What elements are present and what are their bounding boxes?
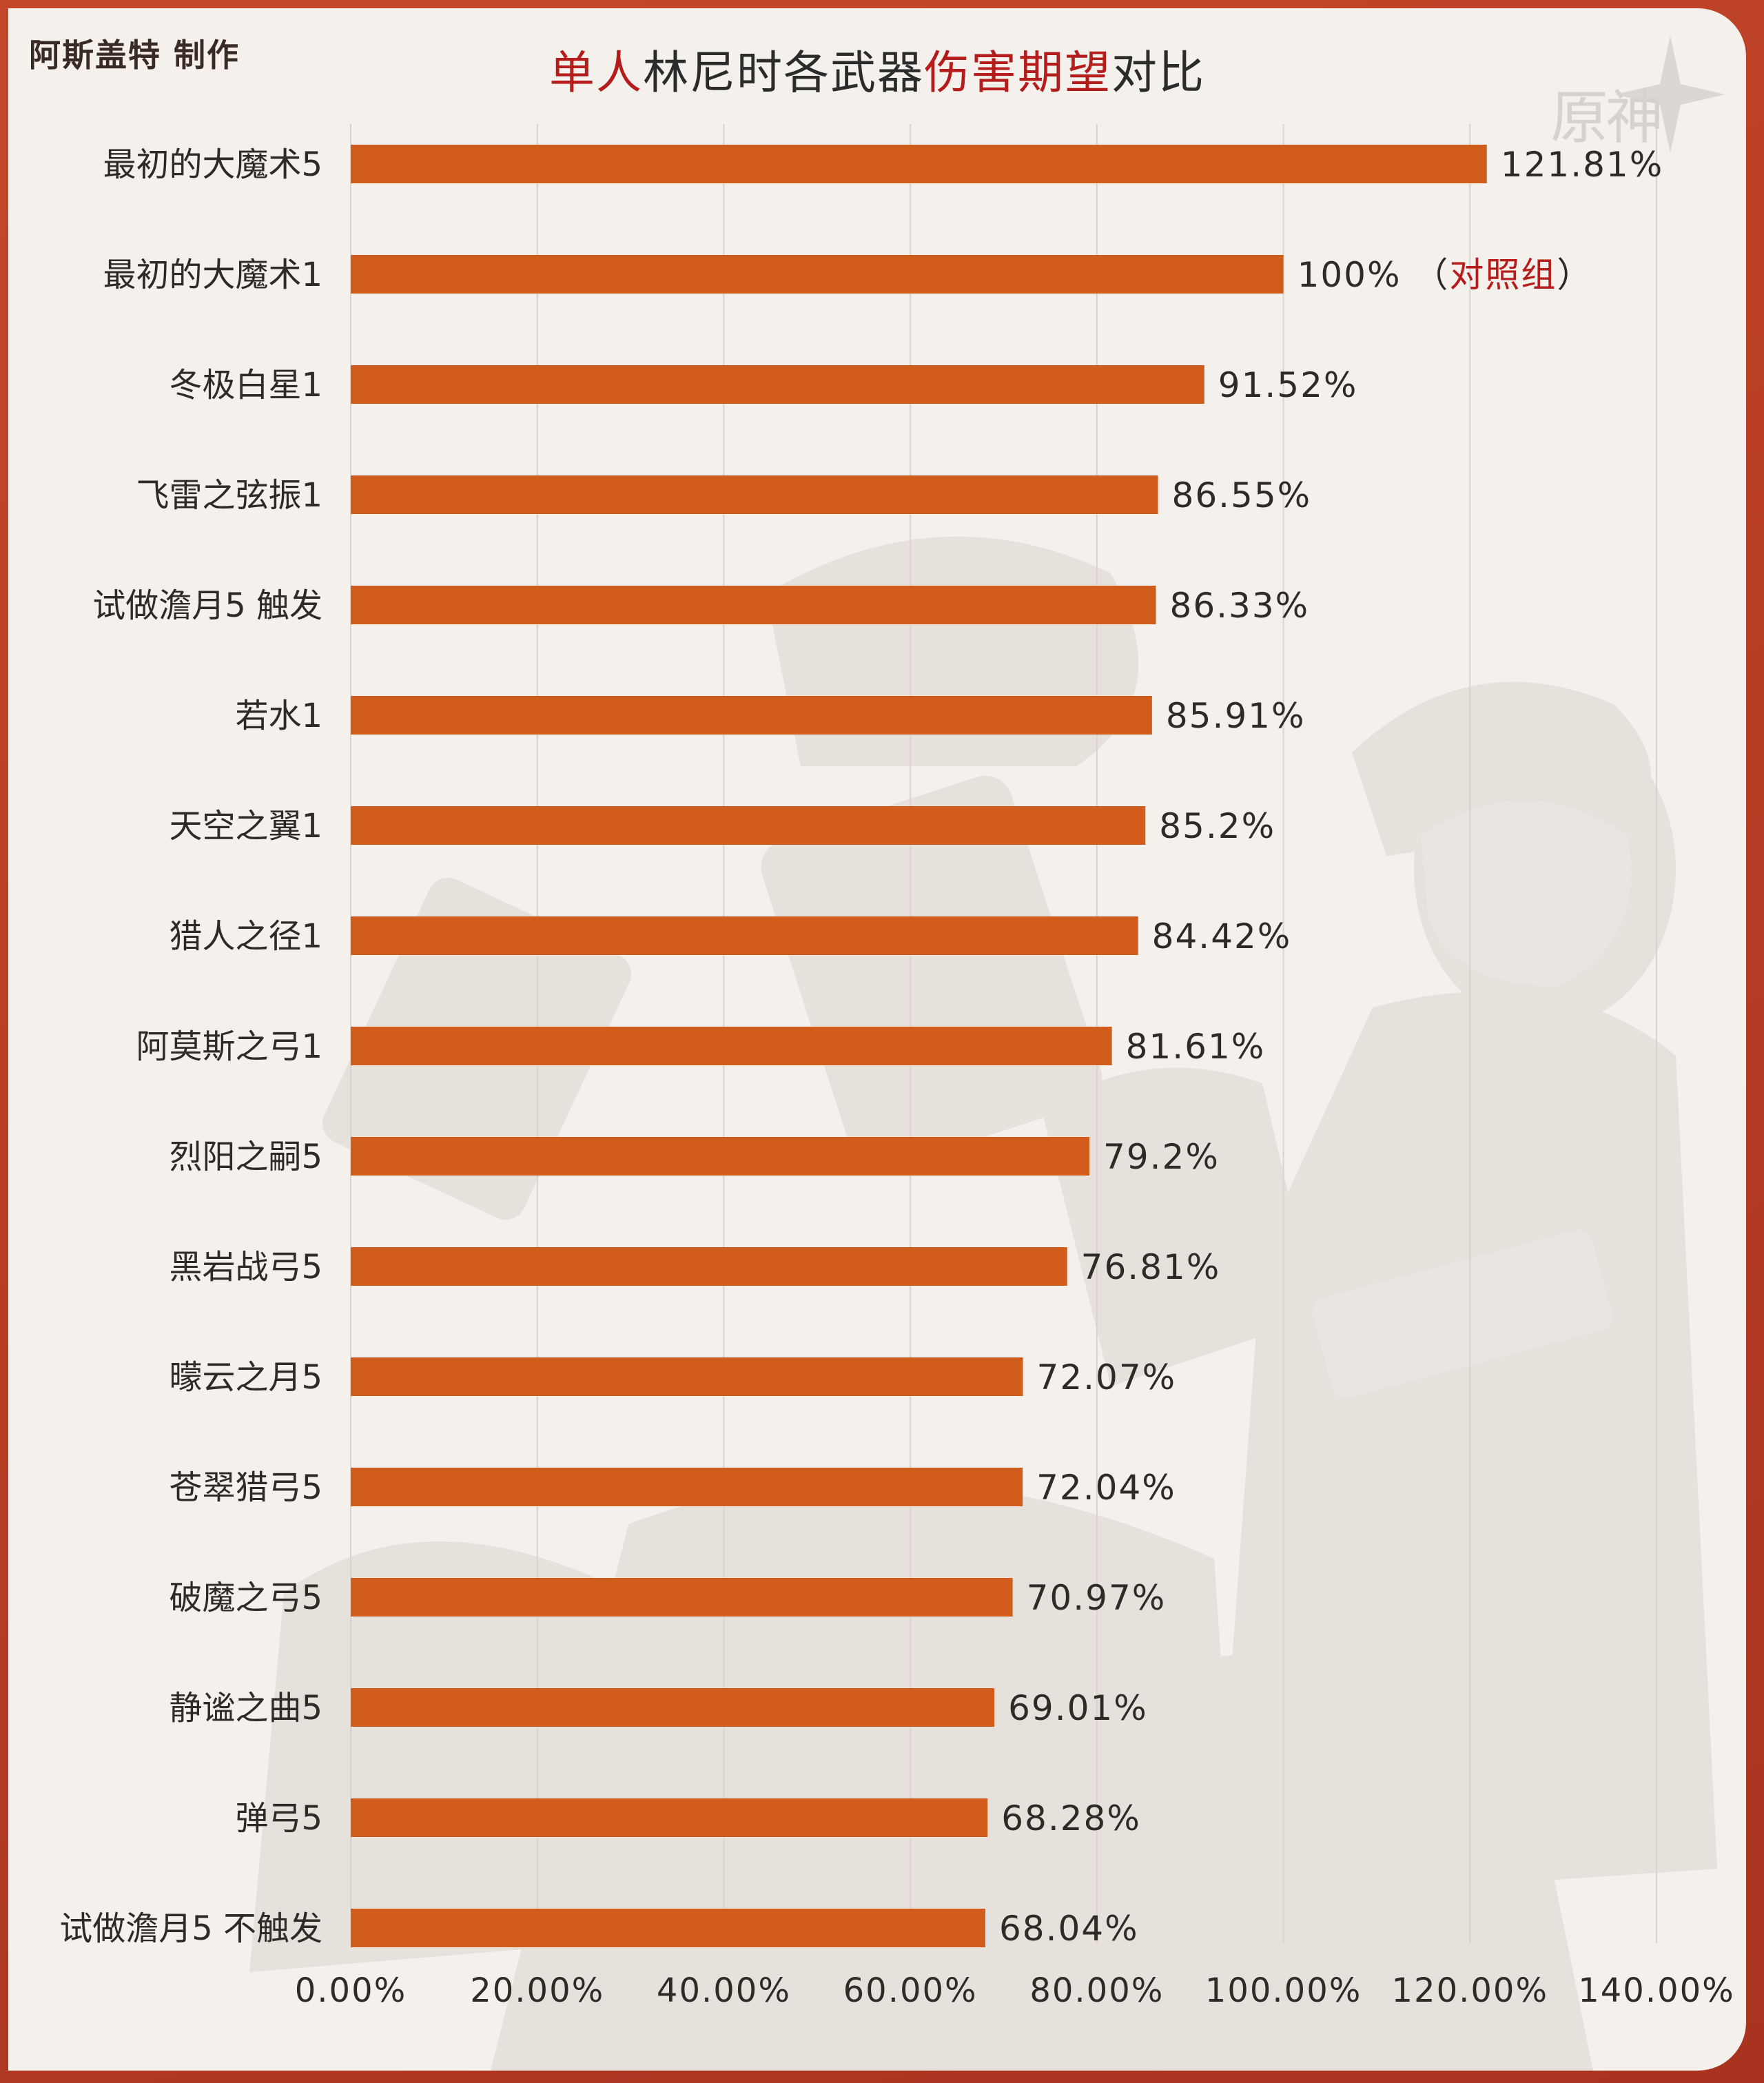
x-tick-label: 40.00% (657, 1971, 791, 2010)
x-tick-label: 120.00% (1392, 1971, 1549, 2010)
category-label: 试做澹月5 触发 (92, 586, 322, 625)
value-label: 91.52% (1218, 365, 1358, 405)
bar (351, 365, 1204, 404)
category-label: 猎人之径1 (169, 917, 322, 956)
value-label: 79.2% (1103, 1137, 1220, 1177)
value-label: 85.2% (1159, 806, 1275, 846)
game-logo-star-icon (1615, 36, 1725, 153)
bar (351, 696, 1152, 735)
title-part-2: 林尼时各武器 (643, 46, 924, 99)
category-label: 冬极白星1 (169, 366, 322, 404)
category-label: 飞雷之弦振1 (136, 476, 322, 515)
category-label: 最初的大魔术5 (103, 145, 322, 184)
chart-title: 单人林尼时各武器伤害期望对比 (8, 36, 1746, 102)
bar (351, 255, 1284, 294)
x-tick-label: 140.00% (1578, 1971, 1735, 2010)
category-label: 烈阳之嗣5 (169, 1138, 322, 1176)
value-label: 85.91% (1166, 696, 1306, 736)
category-label: 静谧之曲5 (169, 1689, 322, 1727)
bar (351, 1137, 1090, 1176)
value-label-number: 121.81% (1501, 145, 1663, 185)
value-label: 81.61% (1126, 1027, 1266, 1067)
bar (351, 1688, 995, 1727)
value-label: 84.42% (1152, 916, 1292, 956)
game-logo-text: 原神 (1550, 84, 1663, 152)
value-label-number: 68.28% (1001, 1798, 1141, 1838)
value-labels: 121.81% 100% （对照组） 91.52% 86.55% 86.33% 85.91… (999, 145, 1663, 1949)
bar (351, 145, 1487, 183)
bar (351, 475, 1158, 514)
value-label-number: 86.33% (1170, 586, 1310, 626)
value-label-number: 76.81% (1081, 1247, 1221, 1287)
value-label-number: 70.97% (1027, 1578, 1167, 1618)
category-label: 试做澹月5 不触发 (59, 1909, 322, 1948)
title-part-1: 单人 (549, 46, 643, 99)
value-label: 68.28% (1001, 1798, 1141, 1838)
value-label-number: 72.04% (1036, 1468, 1176, 1508)
value-label: 70.97% (1027, 1578, 1167, 1618)
value-label-number: 68.04% (999, 1909, 1139, 1949)
value-label-number: 84.42% (1152, 916, 1292, 956)
bar (351, 1247, 1067, 1286)
value-label: 72.07% (1037, 1357, 1177, 1397)
bars (351, 145, 1487, 1947)
bar (351, 1909, 985, 1947)
bar (351, 806, 1146, 845)
value-label-number: 85.91% (1166, 696, 1306, 736)
title-part-4: 对比 (1111, 46, 1205, 99)
x-tick-label: 80.00% (1029, 1971, 1164, 2010)
value-label: 86.55% (1172, 475, 1312, 515)
category-label: 破魔之弓5 (169, 1579, 322, 1617)
credit-label: 阿斯盖特 制作 (29, 37, 240, 74)
x-tick-label: 100.00% (1205, 1971, 1362, 2010)
category-label: 曚云之月5 (169, 1358, 322, 1397)
value-label-number: 79.2% (1103, 1137, 1220, 1177)
bar (351, 916, 1138, 955)
value-label-number: 86.55% (1172, 475, 1312, 515)
x-axis-tick-labels: 0.00% 20.00% 40.00% 60.00% 80.00% 100.00% 120.… (295, 1971, 1735, 2010)
category-label: 弹弓5 (235, 1799, 322, 1838)
bar (351, 1468, 1023, 1506)
value-label: 121.81% (1501, 145, 1663, 185)
value-label: 68.04% (999, 1909, 1139, 1949)
value-label: 86.33% (1170, 586, 1310, 626)
value-label: 72.04% (1036, 1468, 1176, 1508)
x-tick-label: 0.00% (295, 1971, 407, 2010)
value-label: 69.01% (1008, 1688, 1148, 1728)
bar (351, 1357, 1023, 1396)
bar (351, 586, 1156, 624)
category-label: 天空之翼1 (169, 807, 322, 845)
annotation-close-paren: ） (1557, 255, 1592, 295)
category-label: 若水1 (235, 697, 322, 735)
title-part-3: 伤害期望 (924, 46, 1111, 99)
category-label: 黑岩战弓5 (169, 1248, 322, 1286)
annotation-open-paren: （ (1402, 255, 1450, 295)
x-tick-label: 60.00% (843, 1971, 978, 2010)
value-label: 76.81% (1081, 1247, 1221, 1287)
category-label: 阿莫斯之弓1 (136, 1027, 322, 1066)
bar (351, 1798, 988, 1837)
value-label-number: 72.07% (1037, 1357, 1177, 1397)
bar (351, 1027, 1112, 1065)
x-tick-label: 20.00% (470, 1971, 604, 2010)
value-label-number: 69.01% (1008, 1688, 1148, 1728)
category-label: 最初的大魔术1 (103, 256, 322, 294)
value-label-number: 91.52% (1218, 365, 1358, 405)
value-label-number: 100% (1298, 255, 1402, 295)
value-label: 100% （对照组） (1298, 255, 1593, 295)
category-label: 苍翠猎弓5 (169, 1468, 322, 1507)
value-label-number: 85.2% (1159, 806, 1275, 846)
value-label-number: 81.61% (1126, 1027, 1266, 1067)
bar (351, 1578, 1013, 1617)
control-group-note: 对照组 (1449, 255, 1557, 295)
